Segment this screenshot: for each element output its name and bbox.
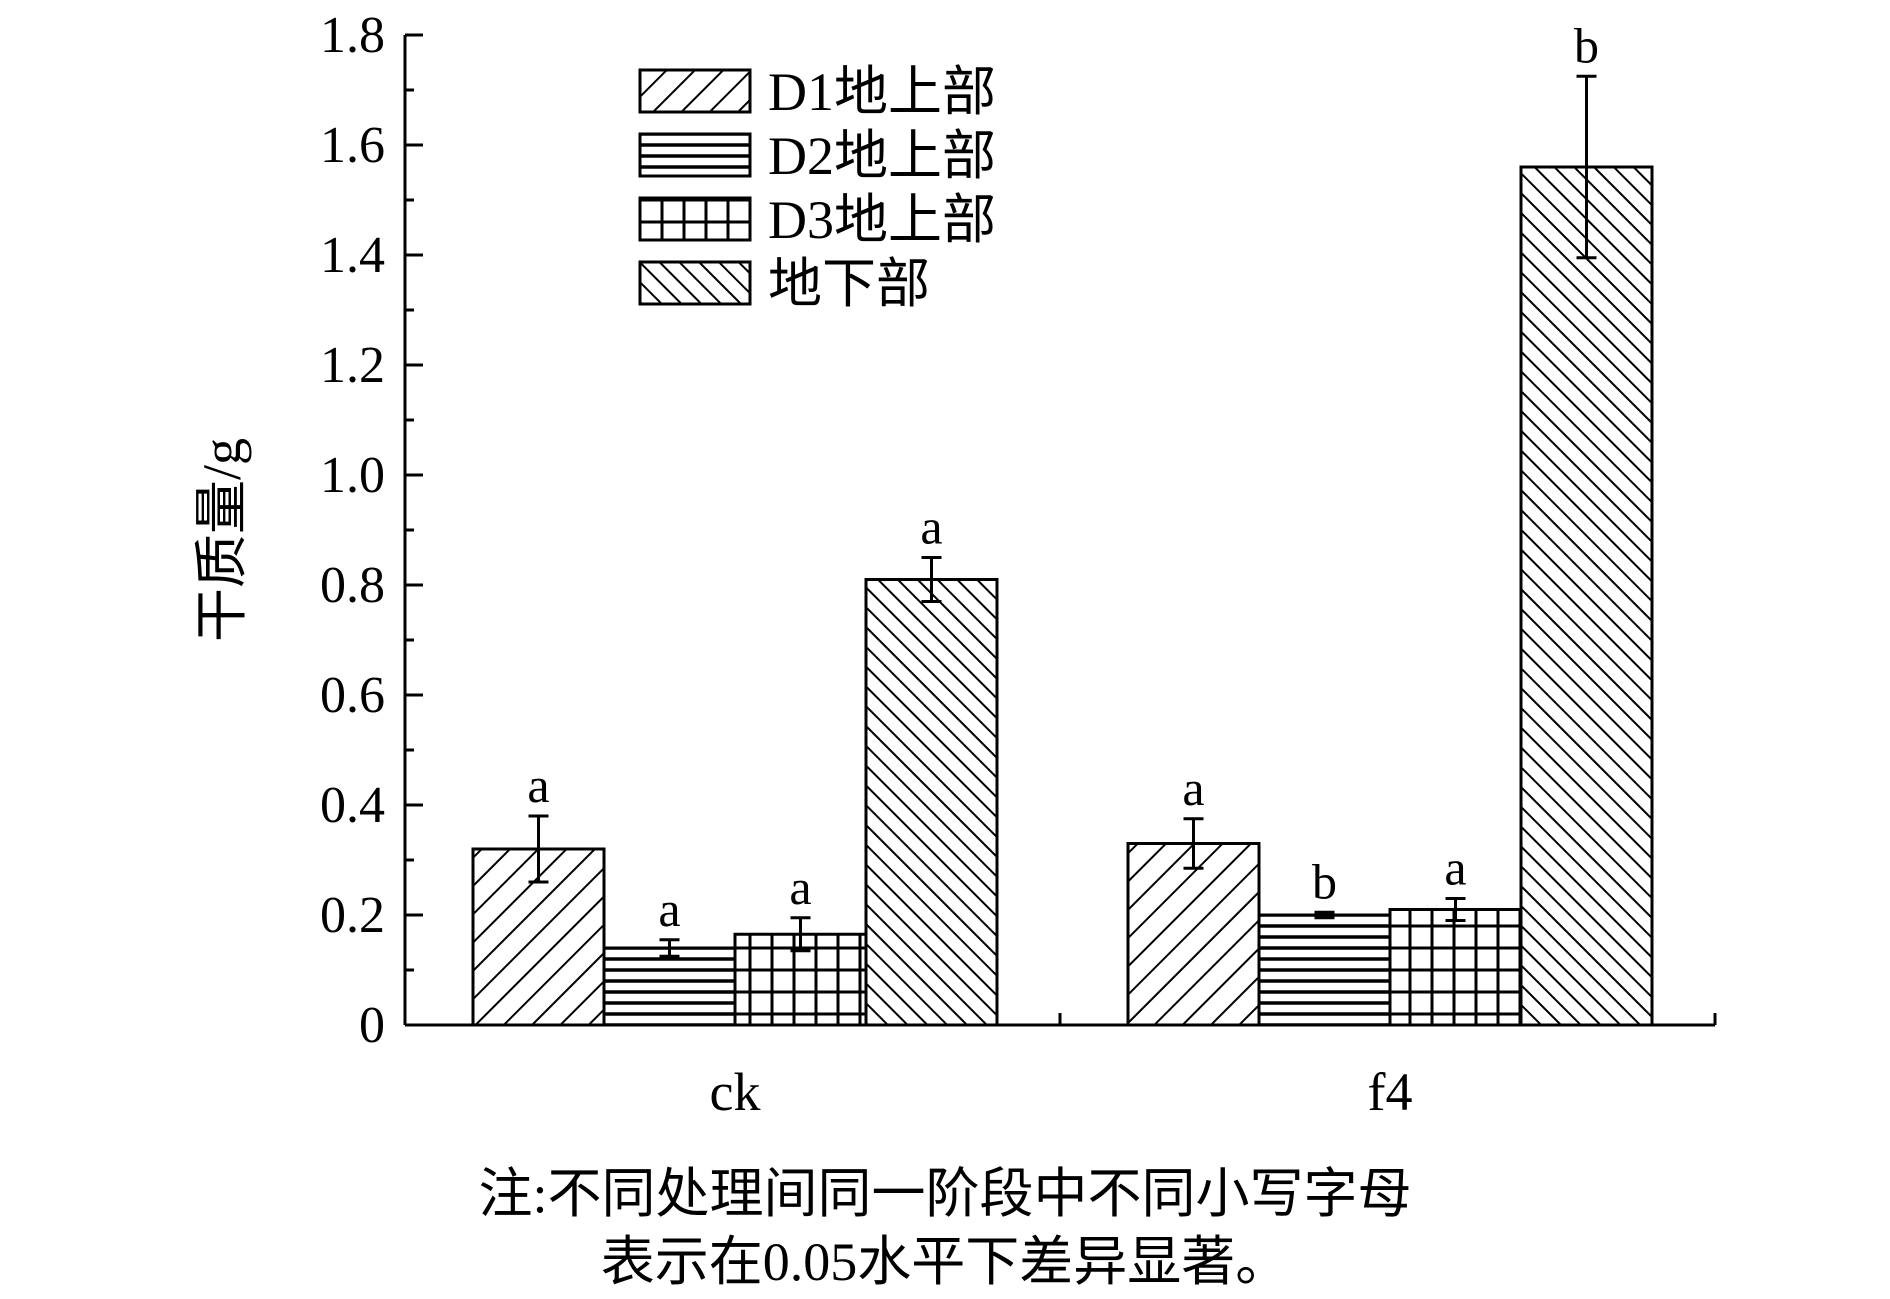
y-tick-label: 0.2 bbox=[320, 887, 385, 944]
y-tick-label: 1.8 bbox=[320, 7, 385, 64]
legend-label-3: D3地上部 bbox=[768, 190, 996, 250]
y-tick-label: 1.4 bbox=[320, 227, 385, 284]
legend-label-1: D1地上部 bbox=[768, 62, 996, 122]
y-axis-label: 干质量/g bbox=[192, 438, 252, 642]
bar-f4-2 bbox=[1257, 913, 1392, 1027]
y-tick-label: 0 bbox=[359, 997, 385, 1054]
axes-layer: 0 0.2 0.4 0.6 0.8 1.0 1.2 1.4 1.6 1.8 ck f4 bbox=[320, 7, 1717, 1122]
error-bars-layer bbox=[528, 74, 1597, 958]
note-line-2: 表示在0.05水平下差异显著。 bbox=[600, 1232, 1290, 1292]
legend-label-2: D2地上部 bbox=[768, 126, 996, 186]
bar-f4-1 bbox=[1126, 842, 1261, 1027]
significance-letters-layer: a a a b a a a b bbox=[527, 17, 1599, 937]
significance-letter: a bbox=[1182, 760, 1204, 816]
significance-letter: b bbox=[1574, 17, 1599, 73]
significance-letter: a bbox=[920, 499, 942, 555]
bar-f4-3 bbox=[1388, 908, 1523, 1027]
legend-swatch-2 bbox=[638, 132, 752, 178]
y-tick-label: 1.2 bbox=[320, 337, 385, 394]
legend-swatch-4 bbox=[638, 260, 752, 306]
significance-letter: b bbox=[1312, 853, 1337, 909]
x-tick-label: ck bbox=[710, 1062, 761, 1122]
bar-ck-4 bbox=[864, 578, 999, 1027]
significance-letter: a bbox=[658, 881, 680, 937]
y-tick-label: 0.4 bbox=[320, 777, 385, 834]
legend-label-4: 地下部 bbox=[768, 254, 930, 314]
legend-swatch-1 bbox=[638, 68, 752, 114]
significance-letter: a bbox=[1444, 840, 1466, 896]
significance-letter: a bbox=[527, 757, 549, 813]
legend-swatch-3 bbox=[638, 196, 752, 242]
bar-f4-4 bbox=[1519, 165, 1654, 1027]
significance-letter: a bbox=[789, 859, 811, 915]
bar-ck-2 bbox=[602, 946, 737, 1027]
y-tick-label: 1.6 bbox=[320, 117, 385, 174]
y-tick-label: 0.6 bbox=[320, 667, 385, 724]
note-line-1: 注:不同处理间同一阶段中不同小写字母 bbox=[478, 1164, 1412, 1224]
y-tick-label: 1.0 bbox=[320, 447, 385, 504]
x-tick-label: f4 bbox=[1368, 1062, 1413, 1122]
bars-layer bbox=[471, 165, 1654, 1027]
y-tick-label: 0.8 bbox=[320, 557, 385, 614]
